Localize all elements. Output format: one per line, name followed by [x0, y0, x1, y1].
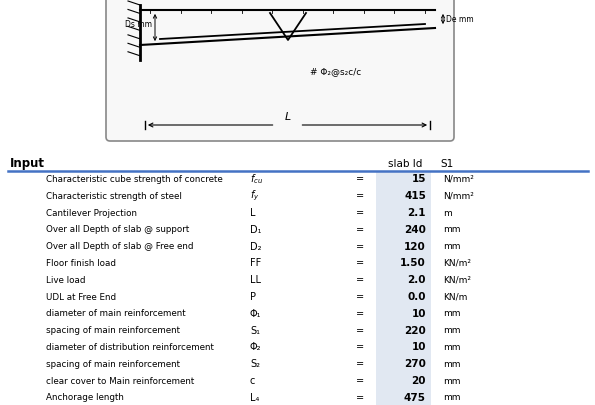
- Text: 20: 20: [412, 376, 426, 386]
- Text: 15: 15: [412, 175, 426, 184]
- Text: Over all Depth of slab @ support: Over all Depth of slab @ support: [46, 225, 189, 234]
- Text: $f_{cu}$: $f_{cu}$: [250, 173, 263, 186]
- Text: KN/m: KN/m: [443, 292, 468, 301]
- Text: =: =: [356, 292, 364, 302]
- Text: 120: 120: [404, 242, 426, 252]
- Text: 2.0: 2.0: [408, 275, 426, 285]
- Text: 240: 240: [404, 225, 426, 235]
- Text: =: =: [356, 342, 364, 352]
- Text: N/mm²: N/mm²: [443, 192, 474, 201]
- Text: Over all Depth of slab @ Free end: Over all Depth of slab @ Free end: [46, 242, 193, 251]
- Bar: [376, 339, 431, 356]
- Text: KN/m²: KN/m²: [443, 276, 471, 285]
- Bar: [376, 389, 431, 405]
- Text: =: =: [356, 258, 364, 269]
- Text: mm: mm: [443, 309, 461, 318]
- Text: Φ₂: Φ₂: [250, 342, 261, 352]
- FancyBboxPatch shape: [106, 0, 454, 141]
- Text: Ds mm: Ds mm: [125, 20, 152, 29]
- Bar: [376, 171, 431, 188]
- Bar: [376, 222, 431, 238]
- Text: L: L: [284, 112, 290, 122]
- Text: =: =: [356, 275, 364, 285]
- Text: mm: mm: [443, 377, 461, 386]
- Text: Characteristic cube strength of concrete: Characteristic cube strength of concrete: [46, 175, 223, 184]
- Bar: [376, 238, 431, 255]
- Text: =: =: [356, 359, 364, 369]
- Text: c: c: [250, 376, 255, 386]
- Text: N/mm²: N/mm²: [443, 175, 474, 184]
- Text: mm: mm: [443, 225, 461, 234]
- Text: mm: mm: [443, 242, 461, 251]
- Text: Cantilever Projection: Cantilever Projection: [46, 209, 137, 217]
- Text: S₁: S₁: [250, 326, 260, 336]
- Text: 0.0: 0.0: [408, 292, 426, 302]
- Text: UDL at Free End: UDL at Free End: [46, 292, 116, 301]
- Text: 415: 415: [404, 191, 426, 201]
- Text: =: =: [356, 393, 364, 403]
- Text: 10: 10: [412, 309, 426, 319]
- Text: D₁: D₁: [250, 225, 261, 235]
- Bar: [376, 188, 431, 205]
- Text: 1.50: 1.50: [400, 258, 426, 269]
- Bar: [376, 205, 431, 222]
- Bar: [376, 289, 431, 305]
- Text: Input: Input: [10, 158, 45, 171]
- Text: =: =: [356, 326, 364, 336]
- Text: mm: mm: [443, 343, 461, 352]
- Text: KN/m²: KN/m²: [443, 259, 471, 268]
- Bar: [376, 305, 431, 322]
- Text: 220: 220: [404, 326, 426, 336]
- Text: De mm: De mm: [446, 15, 474, 23]
- Bar: [376, 373, 431, 389]
- Text: Floor finish load: Floor finish load: [46, 259, 116, 268]
- Bar: [376, 255, 431, 272]
- Text: =: =: [356, 225, 364, 235]
- Text: slab Id: slab Id: [388, 159, 422, 169]
- Text: mm: mm: [443, 393, 461, 402]
- Text: Φ₁: Φ₁: [250, 309, 261, 319]
- Text: $f_y$: $f_y$: [250, 189, 259, 203]
- Bar: [376, 322, 431, 339]
- Text: FF: FF: [250, 258, 261, 269]
- Text: 475: 475: [404, 393, 426, 403]
- Text: =: =: [356, 191, 364, 201]
- Text: # Φ₂@s₂c/c: # Φ₂@s₂c/c: [310, 68, 361, 77]
- Text: LL: LL: [250, 275, 261, 285]
- Bar: [376, 356, 431, 373]
- Text: 270: 270: [404, 359, 426, 369]
- Text: Live load: Live load: [46, 276, 86, 285]
- Bar: [376, 272, 431, 289]
- Text: 10: 10: [412, 342, 426, 352]
- Text: S₂: S₂: [250, 359, 260, 369]
- Text: 2.1: 2.1: [408, 208, 426, 218]
- Text: =: =: [356, 242, 364, 252]
- Text: =: =: [356, 376, 364, 386]
- Text: mm: mm: [443, 326, 461, 335]
- Text: Anchorage length: Anchorage length: [46, 393, 124, 402]
- Text: =: =: [356, 175, 364, 184]
- Text: clear cover to Main reinforcement: clear cover to Main reinforcement: [46, 377, 194, 386]
- Text: L: L: [250, 208, 255, 218]
- Text: spacing of main reinforcement: spacing of main reinforcement: [46, 360, 180, 369]
- Text: S1: S1: [440, 159, 453, 169]
- Text: =: =: [356, 208, 364, 218]
- Text: diameter of distribution reinforcement: diameter of distribution reinforcement: [46, 343, 214, 352]
- Text: =: =: [356, 309, 364, 319]
- Text: mm: mm: [443, 360, 461, 369]
- Text: m: m: [443, 209, 452, 217]
- Text: P: P: [250, 292, 256, 302]
- Text: spacing of main reinforcement: spacing of main reinforcement: [46, 326, 180, 335]
- Text: L₄: L₄: [250, 393, 259, 403]
- Text: diameter of main reinforcement: diameter of main reinforcement: [46, 309, 186, 318]
- Text: D₂: D₂: [250, 242, 261, 252]
- Text: Characteristic strength of steel: Characteristic strength of steel: [46, 192, 182, 201]
